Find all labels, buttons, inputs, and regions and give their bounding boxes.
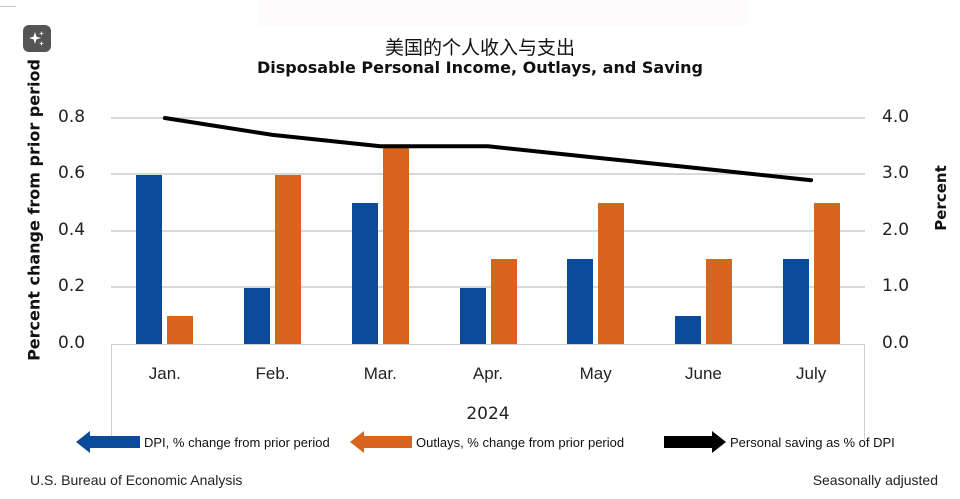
plot-area <box>111 118 865 344</box>
sparkles-icon <box>29 30 44 46</box>
bar-outlays <box>490 259 517 344</box>
y-tick-left: 0.4 <box>58 220 86 240</box>
bar-outlays <box>382 146 409 344</box>
x-tick-label: Feb. <box>255 364 290 383</box>
x-tick-label: June <box>684 364 722 383</box>
bar-dpi <box>567 259 594 344</box>
y-tick-right: 2.0 <box>882 220 910 240</box>
x-tick-label: Jan. <box>148 364 181 383</box>
gridline <box>111 230 865 232</box>
legend-label-outlays: Outlays, % change from prior period <box>416 434 625 450</box>
legend-item-dpi: DPI, % change from prior period <box>76 430 330 454</box>
legend-label-saving: Personal saving as % of DPI <box>730 434 895 450</box>
legend-item-saving: Personal saving as % of DPI <box>664 430 895 454</box>
adjustment-note: Seasonally adjusted <box>812 472 938 488</box>
bar-dpi <box>459 287 486 344</box>
x-tick-label: July <box>796 364 827 383</box>
chart-subtitle: Disposable Personal Income, Outlays, and… <box>257 58 703 77</box>
bar-outlays <box>275 174 302 344</box>
bar-outlays <box>167 315 194 344</box>
category-axis-box <box>111 344 865 439</box>
x-tick-label: May <box>579 364 612 383</box>
x-tick-label: Apr. <box>472 364 504 383</box>
gridline <box>111 286 865 288</box>
y-tick-right: 4.0 <box>882 107 910 127</box>
arrow-left-icon <box>350 431 412 453</box>
top-strip <box>258 0 748 26</box>
bar-dpi <box>351 202 378 344</box>
y-axis-left-label: Percent change from prior period <box>24 59 44 361</box>
y-tick-left: 0.6 <box>58 163 86 183</box>
y-tick-right: 0.0 <box>882 333 910 353</box>
bar-dpi <box>674 315 701 344</box>
y-tick-left: 0.0 <box>58 333 86 353</box>
bar-outlays <box>705 259 732 344</box>
y-tick-left: 0.2 <box>58 276 86 296</box>
bar-dpi <box>136 174 163 344</box>
x-axis-year-label: 2024 <box>466 404 510 424</box>
legend-label-dpi: DPI, % change from prior period <box>144 434 330 450</box>
bar-dpi <box>244 287 271 344</box>
source-note: U.S. Bureau of Economic Analysis <box>30 472 243 488</box>
y-tick-right: 1.0 <box>882 276 910 296</box>
y-tick-right: 3.0 <box>882 163 910 183</box>
bar-dpi <box>782 259 809 344</box>
arrow-right-icon <box>664 431 726 453</box>
y-axis-right-label: Percent <box>932 165 950 231</box>
bar-outlays <box>813 202 840 344</box>
arrow-left-icon <box>76 431 140 453</box>
x-tick-label: Mar. <box>363 364 397 383</box>
bar-outlays <box>598 202 625 344</box>
y-tick-left: 0.8 <box>58 107 86 127</box>
ai-sparkles-button[interactable] <box>23 25 51 52</box>
chart-title: 美国的个人收入与支出 <box>384 37 575 59</box>
corner-mark <box>0 0 16 7</box>
legend-item-outlays: Outlays, % change from prior period <box>350 430 624 454</box>
